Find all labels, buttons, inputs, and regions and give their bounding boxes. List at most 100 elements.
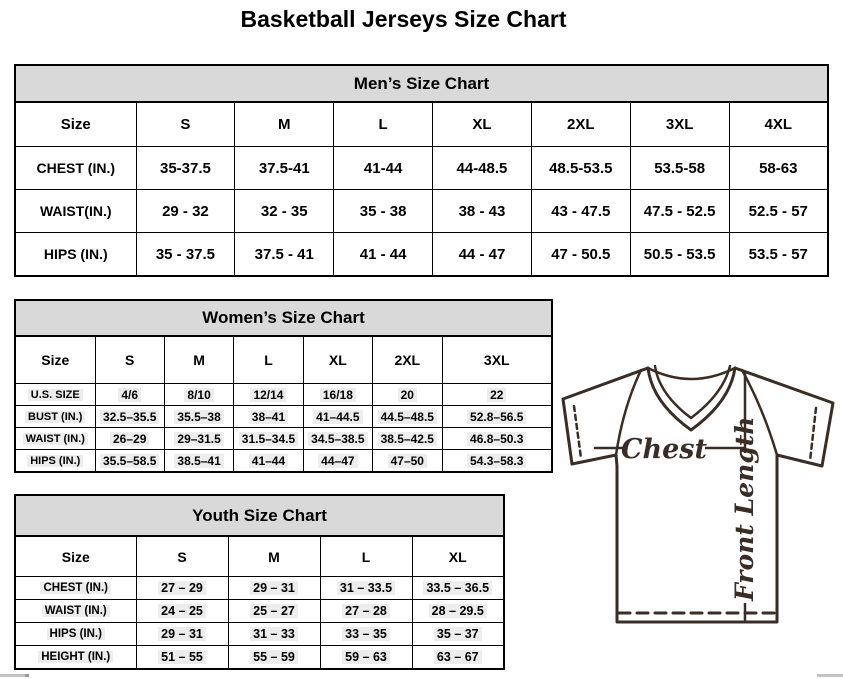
horizontal-scrollbar-fragment-right[interactable] xyxy=(817,674,843,677)
women-size-value-cell: 44.5–48.5 xyxy=(372,405,443,428)
men-size-value-cell: 50.5 - 53.5 xyxy=(629,232,730,277)
men-size-value-cell: 35 - 38 xyxy=(333,189,434,233)
youth-column-header-m: M xyxy=(227,535,321,577)
youth-size-table: Size S M L XL CHEST (IN.) 27 – 29 29 – 31 31 – 3… xyxy=(14,535,505,670)
youth-size-value-cell: 55 – 59 xyxy=(227,645,321,670)
men-row-label: HIPS (IN.) xyxy=(14,232,137,277)
women-header-row: Size S M L XL 2XL 3XL xyxy=(14,335,553,384)
women-row-label: WAIST (IN.) xyxy=(14,427,96,450)
women-row-label: U.S. SIZE xyxy=(14,383,96,406)
men-size-value-cell: 32 - 35 xyxy=(234,189,335,233)
men-row-label: WAIST(IN.) xyxy=(14,189,137,233)
women-size-value-cell: 29–31.5 xyxy=(163,427,235,450)
women-size-value-cell: 16/18 xyxy=(302,383,374,406)
women-chart-title: Women’s Size Chart xyxy=(14,299,553,337)
men-column-header-2xl: 2XL xyxy=(530,101,631,147)
women-size-value-cell: 52.8–56.5 xyxy=(441,405,553,428)
youth-chart-title: Youth Size Chart xyxy=(14,494,505,537)
youth-size-value-cell: 35 – 37 xyxy=(411,622,505,646)
youth-row-label: WAIST (IN.) xyxy=(14,599,137,623)
horizontal-scrollbar-fragment-left[interactable] xyxy=(0,674,29,677)
youth-size-value-cell: 24 – 25 xyxy=(135,599,229,623)
men-size-value-cell: 47.5 - 52.5 xyxy=(629,189,730,233)
women-size-value-cell: 54.3–58.3 xyxy=(441,449,553,473)
youth-size-value-cell: 33.5 – 36.5 xyxy=(411,576,505,600)
men-size-value-cell: 44 - 47 xyxy=(432,232,532,277)
chest-label: Chest xyxy=(621,434,707,465)
men-column-header-size: Size xyxy=(14,101,137,147)
women-size-value-cell: 34.5–38.5 xyxy=(302,427,374,450)
women-size-value-cell: 41–44.5 xyxy=(302,405,374,428)
men-size-value-cell: 37.5-41 xyxy=(234,146,335,190)
men-table-row: CHEST (IN.) 35-37.5 37.5-41 41-44 44-48.5 48.… xyxy=(14,146,829,190)
women-size-value-cell: 32.5–35.5 xyxy=(94,405,165,428)
men-size-value-cell: 52.5 - 57 xyxy=(728,189,829,233)
women-size-value-cell: 38.5–42.5 xyxy=(372,427,443,450)
youth-column-header-l: L xyxy=(319,535,413,577)
men-size-value-cell: 38 - 43 xyxy=(432,189,532,233)
men-size-value-cell: 37.5 - 41 xyxy=(234,232,335,277)
men-column-header-xl: XL xyxy=(432,101,532,147)
women-size-value-cell: 35.5–58.5 xyxy=(94,449,165,473)
women-size-value-cell: 35.5–38 xyxy=(163,405,235,428)
jersey-measurement-diagram: Chest Front Length xyxy=(551,356,843,648)
youth-size-value-cell: 27 – 29 xyxy=(135,576,229,600)
men-size-value-cell: 53.5 - 57 xyxy=(728,232,829,277)
men-column-header-m: M xyxy=(234,101,335,147)
youth-size-value-cell: 25 – 27 xyxy=(227,599,321,623)
youth-size-value-cell: 29 – 31 xyxy=(227,576,321,600)
women-size-value-cell: 41–44 xyxy=(233,449,304,473)
youth-size-value-cell: 31 – 33.5 xyxy=(319,576,413,600)
youth-header-row: Size S M L XL xyxy=(14,535,505,577)
men-column-header-3xl: 3XL xyxy=(629,101,730,147)
men-table-row: WAIST(IN.) 29 - 32 32 - 35 35 - 38 38 - 43 43… xyxy=(14,189,829,233)
women-column-header-size: Size xyxy=(14,335,96,384)
youth-column-header-xl: XL xyxy=(411,535,505,577)
youth-column-header-size: Size xyxy=(14,535,137,577)
jersey-left-sleeve-seam xyxy=(614,368,643,457)
jersey-right-sleeve-dashed-line xyxy=(808,406,818,463)
jersey-outline xyxy=(561,366,835,624)
jersey-vneck-inner xyxy=(653,364,732,420)
youth-size-value-cell: 33 – 35 xyxy=(319,622,413,646)
men-row-label: CHEST (IN.) xyxy=(14,146,137,190)
women-column-header-2xl: 2XL xyxy=(372,335,443,384)
men-size-value-cell: 48.5-53.5 xyxy=(530,146,631,190)
men-size-value-cell: 35-37.5 xyxy=(135,146,236,190)
men-size-value-cell: 35 - 37.5 xyxy=(135,232,236,277)
women-column-header-m: M xyxy=(163,335,235,384)
men-size-value-cell: 41-44 xyxy=(333,146,434,190)
women-table-row: WAIST (IN.) 26–29 29–31.5 31.5–34.5 34.5–38.… xyxy=(14,427,553,450)
youth-size-value-cell: 31 – 33 xyxy=(227,622,321,646)
men-column-header-l: L xyxy=(333,101,434,147)
women-table-row: U.S. SIZE 4/6 8/10 12/14 16/18 20 22 xyxy=(14,383,553,406)
women-column-header-3xl: 3XL xyxy=(441,335,553,384)
women-table-row: HIPS (IN.) 35.5–58.5 38.5–41 41–44 44–47 47–5… xyxy=(14,449,553,473)
men-size-value-cell: 41 - 44 xyxy=(333,232,434,277)
women-size-table: Size S M L XL 2XL 3XL U.S. SIZE 4/6 8/10 12/14 16/1… xyxy=(14,335,553,473)
women-row-label: HIPS (IN.) xyxy=(14,449,96,473)
youth-size-value-cell: 29 – 31 xyxy=(135,622,229,646)
youth-size-value-cell: 63 – 67 xyxy=(411,645,505,670)
youth-size-value-cell: 27 – 28 xyxy=(319,599,413,623)
youth-size-value-cell: 59 – 63 xyxy=(319,645,413,670)
page-title: Basketball Jerseys Size Chart xyxy=(240,6,567,32)
men-size-value-cell: 47 - 50.5 xyxy=(530,232,631,277)
women-size-value-cell: 46.8–50.3 xyxy=(441,427,553,450)
youth-row-label: HIPS (IN.) xyxy=(14,622,137,646)
men-header-row: Size S M L XL 2XL 3XL 4XL xyxy=(14,101,829,147)
youth-size-value-cell: 51 – 55 xyxy=(135,645,229,670)
women-size-value-cell: 47–50 xyxy=(372,449,443,473)
women-row-label: BUST (IN.) xyxy=(14,405,96,428)
women-size-value-cell: 26–29 xyxy=(94,427,165,450)
women-table-row: BUST (IN.) 32.5–35.5 35.5–38 38–41 41–44.5 44… xyxy=(14,405,553,428)
youth-size-chart-section: Youth Size Chart Size S M L XL CHEST (IN.) 27 –… xyxy=(14,494,505,670)
women-size-value-cell: 4/6 xyxy=(94,383,165,406)
men-column-header-4xl: 4XL xyxy=(728,101,829,147)
mens-size-chart-section: Men’s Size Chart Size S M L XL 2XL 3XL 4XL CHEST … xyxy=(14,64,829,277)
women-column-header-s: S xyxy=(94,335,165,384)
women-size-value-cell: 44–47 xyxy=(302,449,374,473)
women-column-header-l: L xyxy=(233,335,304,384)
youth-size-value-cell: 28 – 29.5 xyxy=(411,599,505,623)
